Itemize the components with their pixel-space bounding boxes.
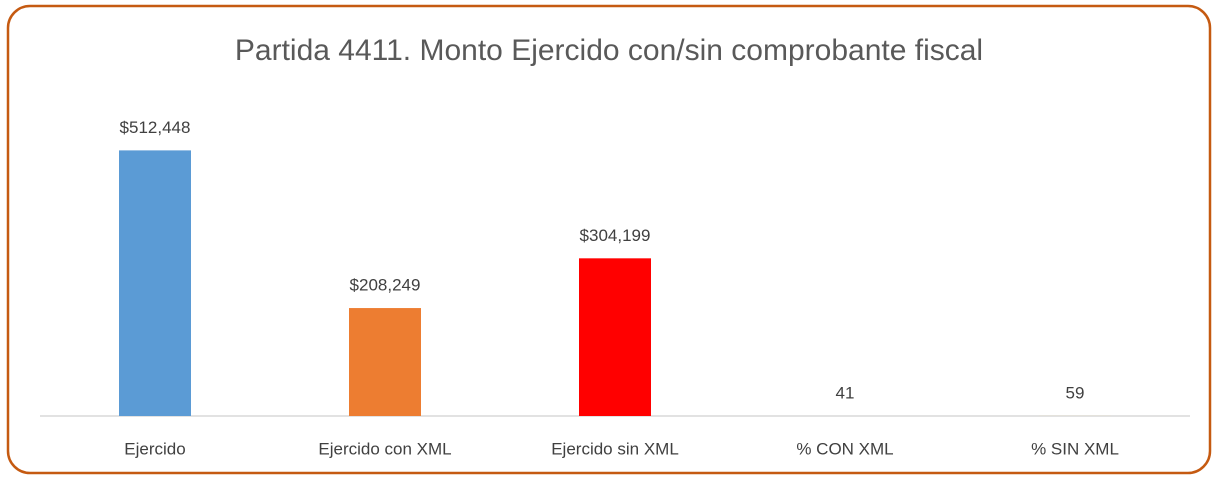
chart-border — [6, 4, 1212, 475]
value-label: 59 — [1066, 383, 1085, 402]
bar — [349, 308, 421, 416]
x-tick-label: % CON XML — [796, 439, 893, 458]
chart-title: Partida 4411. Monto Ejercido con/sin com… — [235, 34, 983, 67]
x-tick-label: Ejercido — [124, 439, 185, 458]
x-tick-label: Ejercido sin XML — [551, 439, 679, 458]
value-label: $208,249 — [350, 276, 421, 295]
value-label: $304,199 — [580, 226, 651, 245]
x-tick-label: % SIN XML — [1031, 439, 1119, 458]
bar — [119, 150, 191, 417]
x-tick-label: Ejercido con XML — [318, 439, 451, 458]
bar — [579, 258, 651, 416]
value-label: 41 — [836, 383, 855, 402]
value-label: $512,448 — [120, 118, 191, 137]
